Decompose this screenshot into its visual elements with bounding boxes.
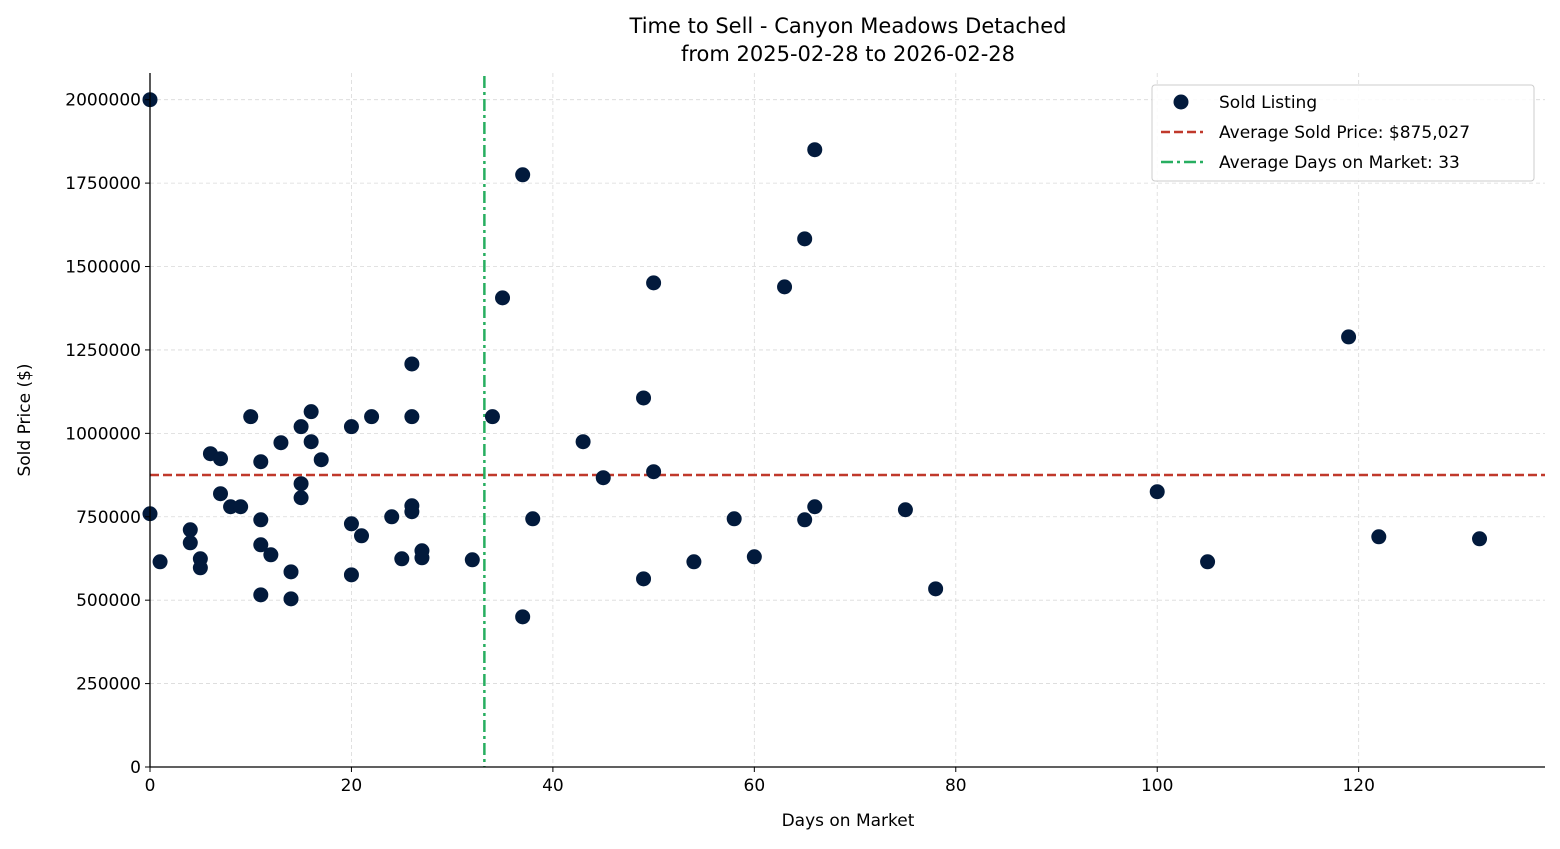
- data-point: [636, 571, 652, 587]
- data-point: [464, 552, 480, 568]
- data-point: [777, 279, 793, 295]
- data-point: [343, 567, 359, 583]
- legend-marker-points: [1173, 94, 1189, 110]
- data-point: [646, 275, 662, 291]
- data-point: [152, 554, 168, 570]
- data-point: [233, 499, 249, 515]
- data-point: [484, 409, 500, 425]
- y-tick-label: 1250000: [65, 341, 141, 361]
- data-point: [646, 464, 662, 480]
- y-tick-label: 2000000: [65, 91, 141, 111]
- data-point: [686, 554, 702, 570]
- x-tick-label: 40: [542, 776, 564, 796]
- data-point: [807, 499, 823, 515]
- data-point: [343, 419, 359, 435]
- y-tick-label: 1750000: [65, 174, 141, 194]
- data-point: [384, 509, 400, 525]
- chart-title: Time to Sell - Canyon Meadows Detached: [629, 14, 1067, 38]
- y-tick-label: 750000: [76, 508, 141, 528]
- data-point: [575, 434, 591, 450]
- data-point: [313, 452, 329, 468]
- data-point: [797, 231, 813, 247]
- data-point: [283, 591, 299, 607]
- data-point: [394, 551, 410, 567]
- data-point: [293, 490, 309, 506]
- data-point: [283, 564, 299, 580]
- x-tick-label: 80: [945, 776, 967, 796]
- data-point: [343, 516, 359, 532]
- data-point: [414, 550, 430, 566]
- x-tick-label: 60: [744, 776, 766, 796]
- legend-label-points: Sold Listing: [1219, 93, 1317, 113]
- x-tick-label: 120: [1342, 776, 1374, 796]
- y-tick-label: 250000: [76, 675, 141, 695]
- data-point: [293, 476, 309, 492]
- data-point: [253, 512, 269, 528]
- data-point: [525, 511, 541, 527]
- data-point: [746, 549, 762, 565]
- data-point: [303, 404, 319, 420]
- data-point: [364, 409, 380, 425]
- data-point: [897, 502, 913, 518]
- legend: Sold Listing Average Sold Price: $875,02…: [1151, 84, 1535, 182]
- x-axis-label: Days on Market: [782, 811, 915, 831]
- data-point: [807, 142, 823, 158]
- x-tick-label: 100: [1141, 776, 1173, 796]
- data-point: [253, 587, 269, 603]
- data-point: [726, 511, 742, 527]
- y-tick-label: 1000000: [65, 424, 141, 444]
- data-point: [595, 470, 611, 486]
- data-point: [253, 537, 269, 553]
- chart-subtitle: from 2025-02-28 to 2026-02-28: [681, 42, 1015, 66]
- legend-label-avg-price: Average Sold Price: $875,027: [1219, 123, 1470, 143]
- y-axis-label: Sold Price ($): [15, 363, 35, 476]
- data-point: [1472, 531, 1488, 547]
- legend-box: [1151, 84, 1535, 182]
- data-point: [404, 504, 420, 520]
- data-point: [182, 535, 198, 551]
- x-tick-label: 20: [341, 776, 363, 796]
- data-point: [1371, 529, 1387, 545]
- data-point: [293, 419, 309, 435]
- y-tick-label: 0: [130, 758, 141, 778]
- data-point: [273, 435, 289, 451]
- legend-label-avg-days: Average Days on Market: 33: [1219, 153, 1460, 173]
- data-point: [515, 167, 531, 183]
- data-point: [636, 390, 652, 406]
- data-point: [354, 528, 370, 544]
- data-point: [1149, 484, 1165, 500]
- data-point: [263, 547, 279, 563]
- data-point: [404, 356, 420, 372]
- data-point: [213, 451, 229, 467]
- data-point: [243, 409, 259, 425]
- x-tick-label: 0: [145, 776, 156, 796]
- data-point: [797, 512, 813, 528]
- data-point: [213, 486, 229, 502]
- data-point: [404, 409, 420, 425]
- y-tick-label: 500000: [76, 591, 141, 611]
- data-point: [495, 290, 511, 306]
- data-point: [1341, 329, 1357, 345]
- data-point: [1200, 554, 1216, 570]
- data-point: [192, 560, 208, 576]
- data-point: [515, 609, 531, 625]
- data-point: [253, 454, 269, 470]
- data-point: [303, 434, 319, 450]
- y-tick-label: 1500000: [65, 258, 141, 278]
- data-point: [182, 522, 198, 538]
- data-point: [928, 581, 944, 597]
